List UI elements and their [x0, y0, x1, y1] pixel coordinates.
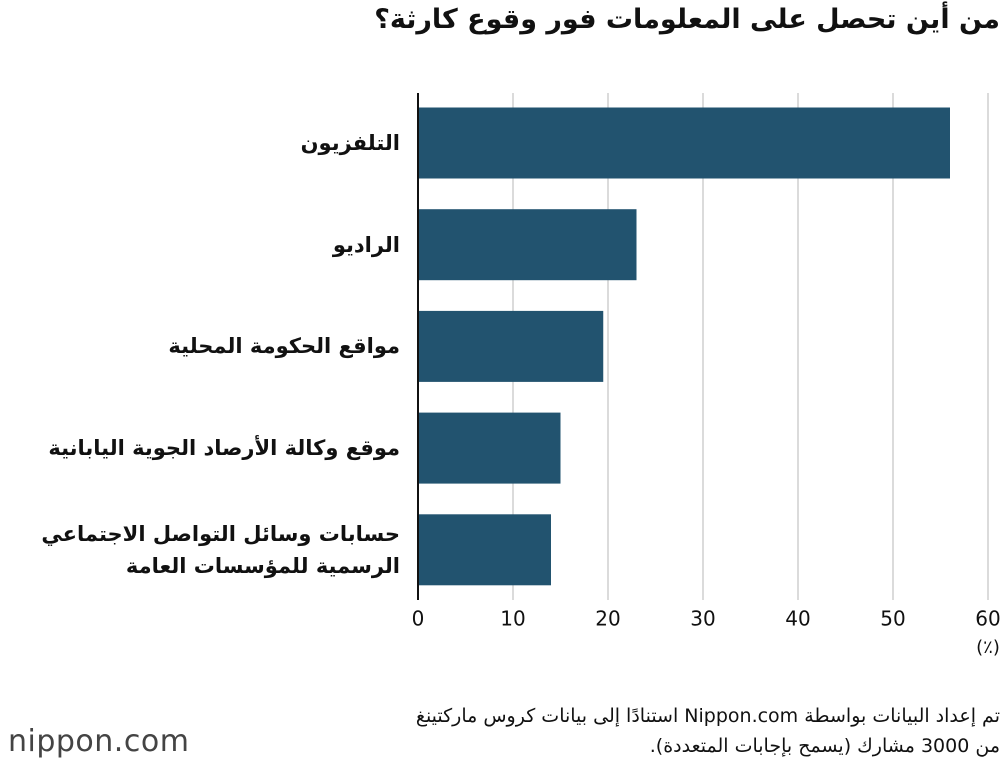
chart-title: من أين تحصل على المعلومات فور وقوع كارثة…: [374, 4, 1000, 35]
y-tick-label: حسابات وسائل التواصل الاجتماعي الرسمية ل…: [41, 521, 400, 578]
bar: [418, 514, 551, 586]
x-tick-label: 30: [690, 607, 715, 631]
y-tick-label: مواقع الحكومة المحلية: [168, 334, 400, 359]
x-tick-label: 0: [412, 607, 425, 631]
source-note: من 3000 مشارك (يسمح بإجابات المتعددة).: [649, 735, 1000, 757]
bar: [418, 310, 604, 382]
x-tick-label: 50: [880, 607, 905, 631]
bar: [418, 107, 950, 179]
bar: [418, 209, 637, 281]
x-tick-label: 20: [595, 607, 620, 631]
x-tick-label: 10: [500, 607, 525, 631]
x-tick-label: 60: [975, 607, 1000, 631]
x-unit-label: (٪): [976, 637, 1000, 658]
bar: [418, 412, 561, 484]
x-tick-label: 40: [785, 607, 810, 631]
source-note: تم إعداد البيانات بواسطة Nippon.com استن…: [415, 705, 1000, 727]
y-tick-label: التلفزيون: [300, 131, 400, 155]
logo: nippon.com: [8, 724, 190, 759]
y-tick-label: الراديو: [332, 232, 400, 257]
y-tick-label: موقع وكالة الأرصاد الجوية اليابانية: [48, 436, 400, 461]
